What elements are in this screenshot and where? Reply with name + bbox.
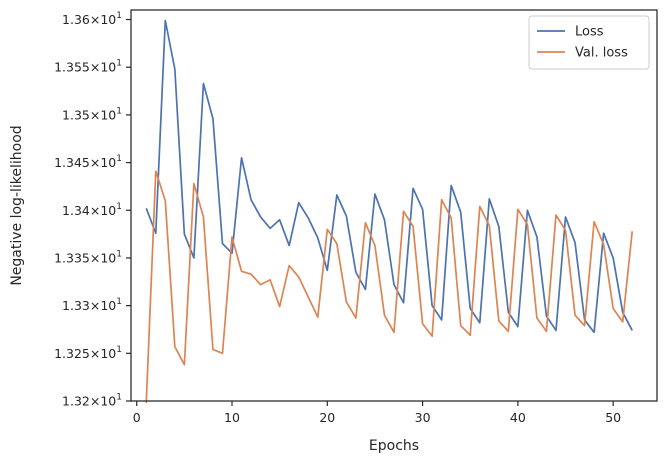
x-tick-label: 40 bbox=[510, 410, 526, 425]
x-axis-label: Epochs bbox=[369, 438, 419, 454]
series-line-loss bbox=[145, 19, 633, 334]
series-line-val-loss bbox=[145, 170, 634, 403]
x-tick-label: 0 bbox=[133, 410, 141, 425]
legend-label-loss: Loss bbox=[575, 25, 604, 40]
x-tick-label: 20 bbox=[319, 410, 335, 425]
y-tick-label: 1.35×101 bbox=[62, 106, 122, 122]
x-tick-label: 30 bbox=[415, 410, 431, 425]
x-tick-label: 50 bbox=[605, 410, 621, 425]
legend-box bbox=[528, 15, 650, 70]
y-axis-label: Negative log-likelihood bbox=[9, 125, 25, 285]
y-tick-label: 1.33×101 bbox=[62, 297, 122, 313]
y-tick-label: 1.36×101 bbox=[62, 11, 122, 27]
y-tick-label: 1.325×101 bbox=[54, 345, 122, 361]
legend-label-val-loss: Val. loss bbox=[575, 46, 628, 61]
y-tick-label: 1.34×101 bbox=[62, 202, 122, 218]
y-tick-label: 1.355×101 bbox=[54, 59, 122, 75]
y-tick-label: 1.335×101 bbox=[54, 249, 122, 265]
y-tick-label: 1.345×101 bbox=[54, 154, 122, 170]
x-tick-label: 10 bbox=[224, 410, 240, 425]
plot-area-frame bbox=[130, 9, 658, 402]
legend: Loss Val. loss bbox=[528, 15, 650, 70]
y-tick-label: 1.32×101 bbox=[62, 393, 122, 409]
